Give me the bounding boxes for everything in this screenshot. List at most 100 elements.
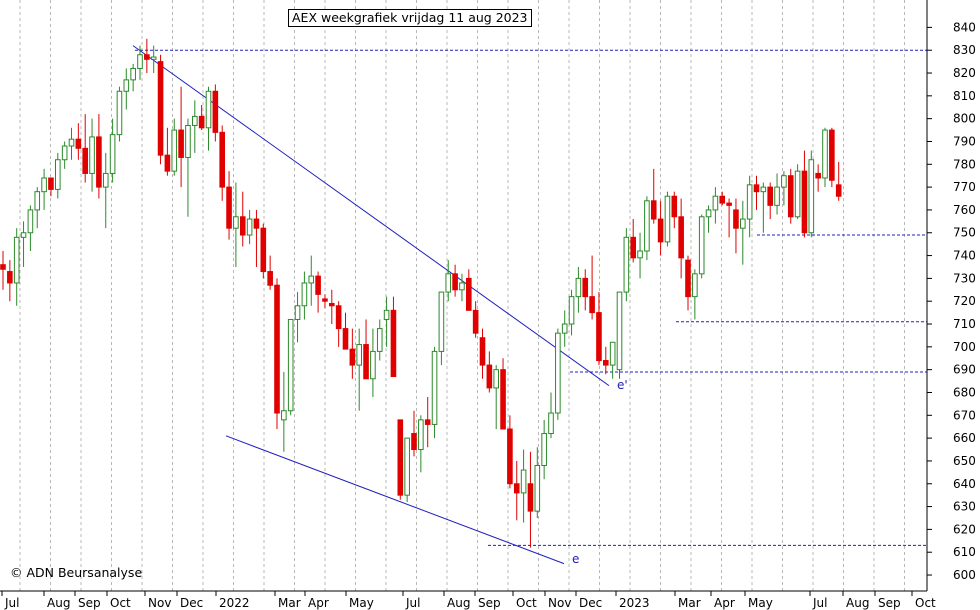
- candle-body: [616, 291, 623, 371]
- x-tick-label: Jul: [405, 596, 420, 610]
- candle-body: [294, 305, 301, 320]
- y-tick-label: 670: [953, 408, 976, 422]
- candle-body: [96, 136, 102, 188]
- candle-body: [404, 437, 410, 496]
- candle-body: [61, 145, 68, 161]
- x-tick-label: Nov: [148, 596, 171, 610]
- y-tick-label: 650: [953, 454, 976, 468]
- candle-body: [596, 312, 602, 362]
- candle-body: [102, 172, 109, 188]
- candle-body: [650, 200, 657, 220]
- candle-body: [760, 186, 767, 193]
- candle-body: [13, 236, 20, 284]
- x-tick-label: Aug: [846, 596, 869, 610]
- candle-body: [568, 296, 575, 325]
- y-tick-label: 740: [953, 249, 976, 263]
- candle-body: [137, 54, 143, 69]
- candle-body: [740, 218, 746, 229]
- candle-body: [507, 428, 513, 485]
- y-tick-label: 730: [953, 271, 976, 285]
- x-tick-label: Sep: [878, 596, 901, 610]
- candle-body: [370, 350, 376, 380]
- y-tick-label: 750: [953, 226, 976, 240]
- candle-body: [781, 175, 787, 188]
- x-tick-label: Nov: [548, 596, 571, 610]
- candle-body: [726, 202, 732, 206]
- candle-body: [822, 129, 828, 179]
- candle-body: [329, 302, 335, 307]
- x-tick-label: Jul: [4, 596, 19, 610]
- candle-body: [452, 273, 458, 291]
- candle-body: [459, 282, 465, 291]
- y-tick-label: 840: [953, 20, 976, 34]
- y-tick-label: 790: [953, 134, 976, 148]
- candle-body: [520, 469, 527, 494]
- candle-body: [123, 79, 130, 92]
- candle-body: [603, 360, 609, 366]
- x-tick-label: Dec: [180, 596, 203, 610]
- candle-body: [41, 177, 47, 193]
- y-tick-label: 770: [953, 180, 976, 194]
- candle-body: [185, 125, 191, 158]
- candle-body: [479, 337, 486, 366]
- grid-lines: [19, 0, 905, 591]
- candle-body: [794, 170, 801, 218]
- candle-body: [637, 250, 643, 259]
- candle-body: [342, 328, 349, 350]
- annotation-e: e: [572, 552, 579, 566]
- candle-body: [753, 184, 760, 193]
- candle-body: [7, 271, 13, 284]
- candle-body: [267, 271, 273, 286]
- candle-body: [801, 170, 808, 234]
- candle-body: [130, 67, 136, 81]
- chart-title: AEX weekgrafiek vrijdag 11 aug 2023: [288, 9, 532, 27]
- candle-body: [164, 154, 171, 172]
- candle-body: [808, 159, 815, 234]
- axes: [0, 0, 932, 596]
- x-tick-label: May: [349, 596, 374, 610]
- candle-body: [383, 309, 390, 320]
- x-tick-label: Jul: [812, 596, 827, 610]
- y-tick-label: 610: [953, 545, 976, 559]
- y-tick-label: 660: [953, 431, 976, 445]
- x-tick-label: Sep: [478, 596, 501, 610]
- candle-body: [397, 419, 404, 496]
- candle-body: [767, 186, 774, 206]
- support-levels: [135, 49, 927, 546]
- x-axis-labels: Jul Aug Sep Oct Nov Dec 2022 Mar Apr May Jul Aug Sep…: [4, 596, 936, 610]
- candle-body: [363, 344, 369, 380]
- y-tick-label: 640: [953, 477, 976, 491]
- candle-body: [644, 200, 650, 252]
- candle-body: [144, 54, 150, 60]
- candle-body: [82, 147, 89, 174]
- candle-body: [376, 328, 383, 352]
- candle-body: [253, 218, 260, 229]
- trendline-upper: [132, 45, 610, 387]
- x-tick-label: Aug: [47, 596, 70, 610]
- candle-body: [582, 277, 589, 298]
- y-tick-label: 810: [953, 89, 976, 103]
- candle-body: [664, 195, 671, 243]
- candle-body: [198, 115, 205, 129]
- candle-body: [233, 216, 239, 229]
- x-tick-label: Apr: [308, 596, 329, 610]
- candle-body: [274, 284, 280, 414]
- candle-body: [205, 90, 212, 129]
- x-tick-label: Oct: [516, 596, 537, 610]
- y-tick-label: 630: [953, 500, 976, 514]
- x-tick-label: Dec: [579, 596, 602, 610]
- candle-body: [445, 273, 452, 293]
- candle-body: [589, 296, 595, 314]
- candle-body: [192, 115, 198, 127]
- candle-body: [548, 412, 554, 435]
- y-tick-label: 700: [953, 340, 976, 354]
- candle-body: [719, 195, 726, 204]
- candle-body: [623, 236, 630, 293]
- x-tick-label: 2023: [619, 596, 650, 610]
- x-tick-label: Oct: [915, 596, 936, 610]
- y-tick-label: 710: [953, 317, 976, 331]
- candle-body: [835, 184, 842, 197]
- candle-body: [335, 305, 342, 330]
- candle-body: [671, 195, 678, 218]
